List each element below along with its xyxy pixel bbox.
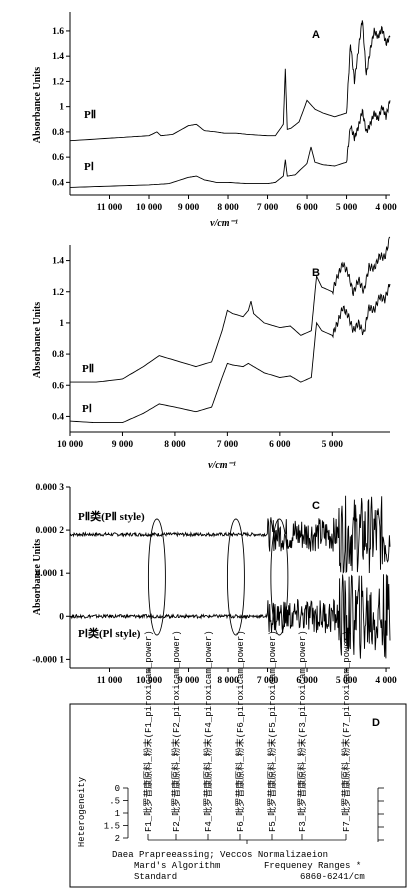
- y-tick-label: 0.8: [52, 350, 64, 360]
- dendrogram-leaf-label: F2_吡罗昔康原料_粉末(F2_piroxicam_power): [170, 630, 182, 832]
- x-tick-label: 8 000: [164, 440, 186, 450]
- y-tick-label: 0.6: [52, 153, 64, 163]
- y-tick-label: 1.2: [52, 288, 64, 298]
- series-pi-line: [69, 283, 391, 424]
- panel-a: 0.4 0.6 0.8 1 1.2 1.4 1.6 11 000 10 000 9 000 8 0…: [32, 12, 397, 229]
- y-tick-label: 1: [59, 103, 64, 113]
- y-tick-label: 1.4: [52, 52, 64, 62]
- x-tick-label: 5 000: [336, 203, 358, 213]
- footer-standard: Standard: [134, 872, 177, 882]
- x-tick-label: 7 000: [217, 440, 239, 450]
- panel-b-letter: B: [312, 267, 320, 279]
- footer-line-1: Daea Prapreeassing; Veccos Normalizaeion: [112, 850, 328, 860]
- panel-a-letter: A: [312, 29, 320, 41]
- x-tick-label: 4 000: [375, 203, 397, 213]
- x-tick-label: 10 000: [136, 676, 162, 686]
- x-tick-label: 10 000: [136, 203, 162, 213]
- panel-b-y-axis-label: Absorbance Units: [32, 302, 43, 379]
- dendrogram-y-axis-label: Heterogeneity: [77, 776, 87, 847]
- panel-a-x-axis-label: ν/cm⁻¹: [210, 218, 238, 229]
- dendrogram-leaf-label: F4_吡罗昔康原料_粉末(F4_piroxicam_power): [202, 630, 214, 832]
- dendrogram-scale-bar: [377, 787, 384, 842]
- dendrogram-tree: [147, 834, 347, 844]
- x-tick-label: 7 000: [257, 203, 279, 213]
- footer-algorithm: Mard's Algorithm: [134, 861, 220, 871]
- dendrogram-y-ticks: 0 .5 1 1.5 2: [104, 784, 129, 844]
- dendrogram-y-tick-label: 1.5: [104, 822, 120, 832]
- panel-a-y-axis-label: Absorbance Units: [32, 67, 43, 144]
- highlight-ellipse: [270, 518, 289, 636]
- x-tick-label: 4 000: [375, 676, 397, 686]
- highlight-ellipse: [147, 518, 166, 636]
- panel-c-letter: C: [312, 500, 320, 512]
- panel-b-x-axis-label: ν/cm⁻¹: [208, 460, 236, 471]
- dendrogram-y-tick-label: 2: [115, 834, 120, 844]
- panel-b: 0.4 0.6 0.8 1 1.2 1.4 10 000 9 000 8 000 7 000 6 …: [32, 236, 391, 471]
- dendrogram-leaves: F1_吡罗昔康原料_粉末(F1_piroxicam_power) F2_吡罗昔康原…: [142, 630, 352, 832]
- y-tick-label: 0.000 2: [36, 526, 65, 536]
- dendrogram-leaf-label: F1_吡罗昔康原料_粉末(F1_piroxicam_power): [142, 630, 154, 832]
- panel-d: D Heterogeneity 0 .5 1 1.5 2 F1_吡罗昔康原料_粉末(F1…: [69, 630, 407, 888]
- panel-c-pi-label: PⅠ类(PⅠ style): [78, 626, 141, 640]
- panel-b-pi-label: PⅠ: [82, 403, 92, 415]
- x-tick-label: 6 000: [269, 440, 291, 450]
- x-tick-label: 5 000: [336, 676, 358, 686]
- panel-d-frame: [69, 703, 407, 888]
- dendrogram-leaf-label: F7_吡罗昔康原料_粉末(F7_piroxicam_power): [340, 630, 352, 832]
- y-tick-label: 0.4: [52, 178, 64, 188]
- x-tick-label: 6 000: [296, 676, 318, 686]
- series-pi-line: [69, 100, 391, 188]
- y-tick-label: 1.2: [52, 77, 64, 87]
- dendrogram-leaf-label: F6_吡罗昔康原料_粉末(F6_piroxicam_power): [234, 630, 246, 832]
- x-tick-label: 9 000: [178, 676, 200, 686]
- footer-frequency-range: 6860-6241/cm: [300, 872, 365, 882]
- y-tick-label: 0.6: [52, 381, 64, 391]
- x-tick-label: 8 000: [217, 203, 239, 213]
- panel-a-pi-label: PⅠ: [84, 161, 94, 173]
- dendrogram-y-tick-label: 1: [115, 809, 120, 819]
- y-tick-label: -0.000 1: [32, 655, 64, 665]
- y-tick-label: 0.4: [52, 412, 64, 422]
- x-tick-label: 7 000: [257, 676, 279, 686]
- dendrogram-y-tick-label: .5: [109, 797, 120, 807]
- panel-c-y-axis-label: Absorbance Units: [32, 539, 43, 616]
- y-tick-label: 0: [59, 612, 64, 622]
- panel-b-pii-label: PⅡ: [82, 363, 94, 375]
- x-tick-label: 5 000: [322, 440, 344, 450]
- x-tick-label: 10 000: [57, 440, 83, 450]
- panel-c-pii-label: PⅡ类(PⅡ style): [78, 509, 145, 523]
- y-tick-label: 1: [59, 319, 64, 329]
- y-tick-label: 0.000 3: [36, 483, 65, 493]
- footer-frequency-title: Frequeney Ranges *: [264, 861, 361, 871]
- x-tick-label: 8 000: [217, 676, 239, 686]
- x-tick-label: 11 000: [97, 203, 123, 213]
- x-tick-label: 6 000: [296, 203, 318, 213]
- series-pii-line: [70, 236, 391, 383]
- y-tick-label: 1.6: [52, 27, 64, 37]
- y-tick-label: 0.8: [52, 128, 64, 138]
- dendrogram-y-tick-label: 0: [115, 784, 120, 794]
- panel-d-letter: D: [372, 717, 380, 729]
- highlight-ellipse: [226, 518, 245, 636]
- series-pii-line: [69, 20, 391, 142]
- dendrogram-leaf-label: F5_吡罗昔康原料_粉末(F5_piroxicam_power): [266, 630, 278, 832]
- y-tick-label: 0.000 1: [36, 569, 65, 579]
- x-tick-label: 11 000: [97, 676, 123, 686]
- x-tick-label: 9 000: [178, 203, 200, 213]
- dendrogram-leaf-label: F3_吡罗昔康原料_粉末(F3_piroxicam_power): [296, 630, 308, 832]
- panel-a-pii-label: PⅡ: [84, 109, 96, 121]
- y-tick-label: 1.4: [52, 257, 64, 267]
- panel-c: -0.000 1 0 0.000 1 0.000 2 0.000 3 11 000 10 …: [32, 483, 397, 686]
- x-tick-label: 9 000: [112, 440, 134, 450]
